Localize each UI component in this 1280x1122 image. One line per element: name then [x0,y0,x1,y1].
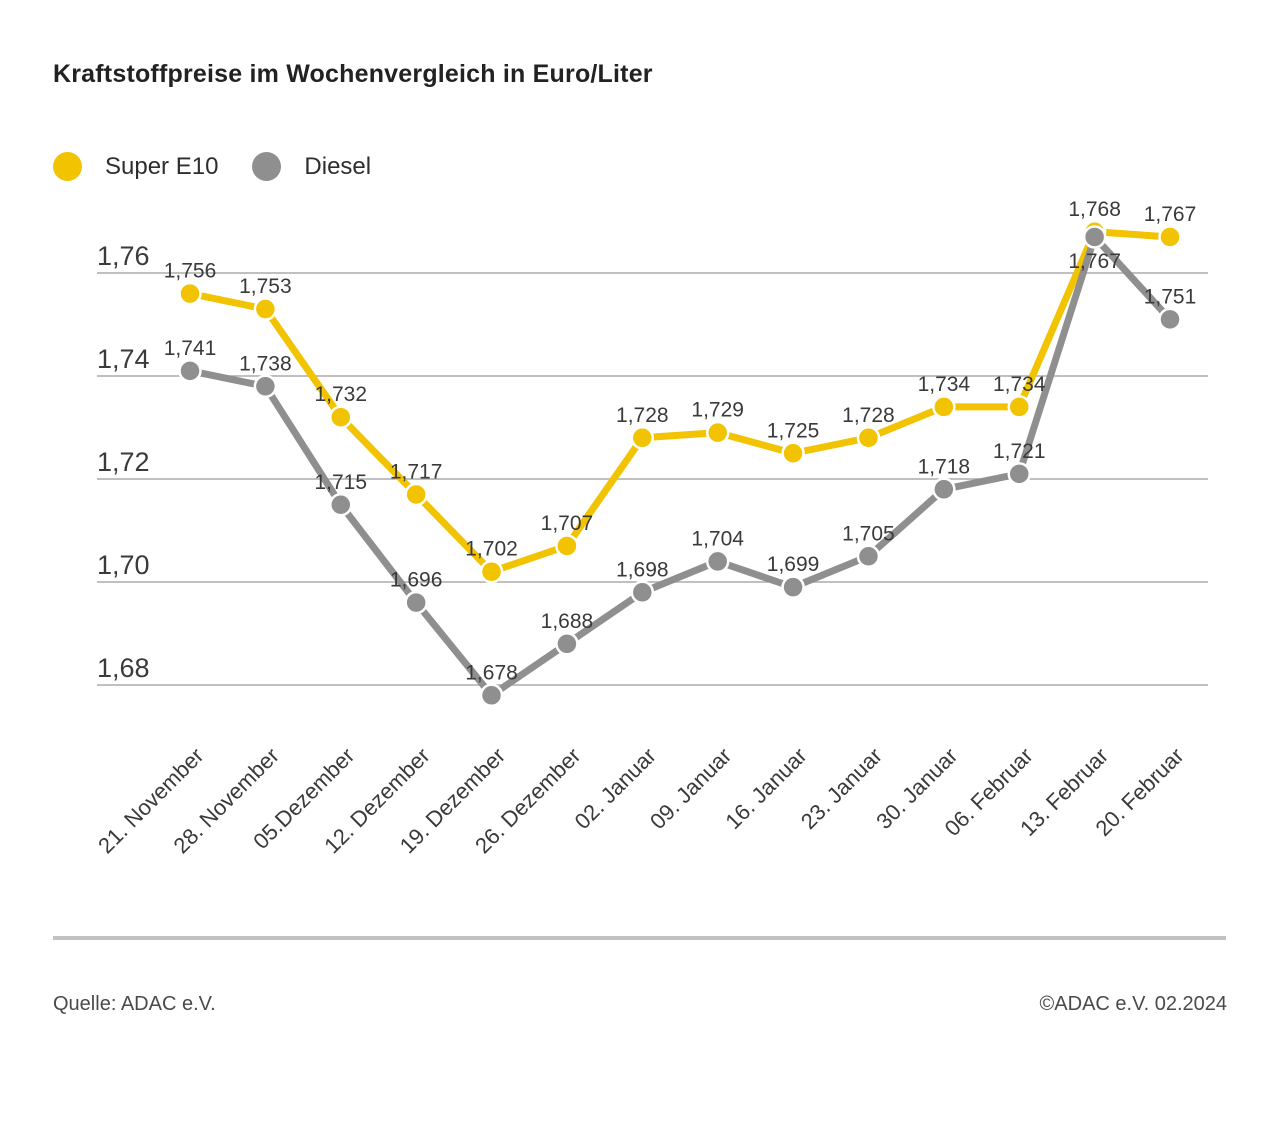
y-axis-label: 1,76 [97,241,150,271]
chart-point-label: 1,741 [164,337,217,360]
chart-point-label: 1,734 [993,373,1046,396]
diesel-series-dot-icon [252,152,282,181]
chart-point [705,549,730,574]
chart-point-label: 1,718 [918,455,971,478]
chart-point-label: 1,698 [616,558,669,581]
legend-label-diesel: Diesel [304,152,372,180]
source-note: Quelle: ADAC e.V. [53,993,216,1015]
chart-point [781,575,805,599]
legend-item-super-e10: Super E10 [53,152,218,181]
chart-point-label: 1,768 [1068,198,1121,221]
chart-point-label: 1,732 [314,383,367,406]
chart-point-label: 1,728 [842,404,895,427]
fuel-price-line-chart: 1,76 1,74 1,72 1,70 1,68 1,756 1,753 1,732 1,717… [93,198,1208,858]
chart-point-label: 1,707 [541,512,594,535]
chart-point [1082,225,1107,249]
chart-point [630,426,655,450]
chart-point [630,580,655,605]
chart-point-label: 1,699 [767,553,820,576]
chart-legend: Super E10 Diesel [53,152,371,181]
y-axis-label: 1,74 [97,344,150,374]
y-axis-label: 1,72 [97,447,150,477]
chart-point [555,534,579,558]
chart-point [178,281,202,306]
chart-point-label: 1,678 [465,661,518,684]
chart-point [705,420,730,445]
chart-point [479,559,504,584]
chart-point [932,477,956,502]
chart-point [1007,462,1031,486]
chart-point [781,441,805,465]
y-axis-label: 1,68 [97,653,150,683]
x-axis-label: 02. Januar [570,743,661,834]
x-axis-label: 16. Januar [720,743,811,834]
chart-point-label: 1,767 [1144,203,1197,226]
series-line-diesel [186,233,1174,699]
chart-point [404,482,428,507]
page-title: Kraftstoffpreise im Wochenvergleich in E… [53,60,653,88]
chart-point-label: 1,715 [314,471,367,494]
chart-point [479,683,504,708]
chart-point [1158,307,1182,332]
chart-point-label: 1,688 [541,610,594,633]
chart-point [253,297,278,321]
chart-point [932,395,956,419]
chart-point-label: 1,767 [1068,250,1121,273]
chart-point [1007,395,1031,419]
chart-point [329,493,353,517]
chart-point-label: 1,738 [239,352,292,375]
chart-point-label: 1,753 [239,275,292,298]
x-axis-label: 23. Januar [796,743,887,834]
chart-point-label: 1,705 [842,522,895,545]
chart-point [253,374,278,399]
chart-point-label: 1,704 [691,527,744,550]
series-line-super-e10 [186,228,1174,576]
chart-point-label: 1,751 [1144,285,1197,308]
chart-point [1158,225,1182,249]
chart-point [555,632,579,656]
chart-point-label: 1,728 [616,404,669,427]
chart-point-label: 1,729 [691,399,744,422]
chart-point [329,405,353,429]
chart-point [856,544,881,568]
chart-point-label: 1,721 [993,440,1046,463]
chart-point-label: 1,725 [767,419,820,442]
super-e10-series-dot-icon [53,152,82,181]
x-axis-label: 09. Januar [645,743,736,834]
legend-item-diesel: Diesel [252,152,371,181]
y-axis-label: 1,70 [97,550,150,580]
legend-label-super-e10: Super E10 [105,152,219,180]
chart-point-label: 1,702 [465,538,518,561]
copyright-note: ©ADAC e.V. 02.2024 [1039,993,1227,1015]
chart-point [856,426,881,450]
chart-point-label: 1,734 [918,373,971,396]
chart-point-label: 1,717 [390,460,443,483]
chart-point-label: 1,756 [164,260,217,283]
chart-point-label: 1,696 [390,569,443,592]
footer-divider [53,936,1226,940]
chart-point [404,590,428,615]
chart-point [178,359,202,383]
